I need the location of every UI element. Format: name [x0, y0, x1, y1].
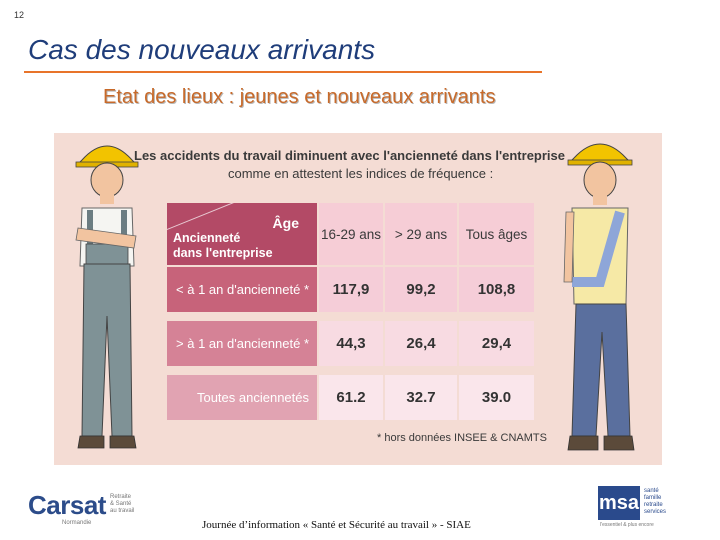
msa-line: retraite — [644, 502, 663, 508]
carsat-side-line: & Santé — [110, 501, 132, 507]
column-header: 16-29 ans — [317, 203, 383, 265]
msa-line: santé — [644, 488, 659, 494]
table-cell: 44,3 — [317, 321, 383, 366]
msa-line: services — [644, 509, 667, 515]
carsat-side-line: Retraite — [110, 494, 132, 500]
table-cell: 117,9 — [317, 267, 383, 312]
table-corner-cell: Âge Ancienneté dans l'entreprise — [167, 203, 317, 265]
table-cell: 99,2 — [383, 267, 457, 312]
carsat-side-line: au travail — [110, 508, 135, 514]
row-label: > à 1 an d'ancienneté * — [167, 321, 317, 366]
title-divider — [24, 71, 542, 73]
table-cell: 32.7 — [383, 375, 457, 420]
row-label: < à 1 an d'ancienneté * — [167, 267, 317, 312]
injured-worker-icon — [563, 143, 635, 451]
carsat-region: Normandie — [62, 520, 92, 526]
slide-number: 12 — [14, 10, 25, 20]
table-cell: 39.0 — [457, 375, 534, 420]
msa-mark: msa — [598, 486, 640, 520]
table-cell: 108,8 — [457, 267, 534, 312]
heading-line-2: comme en attestent les indices de fréque… — [228, 166, 494, 181]
column-header: > 29 ans — [383, 203, 457, 265]
table-row: Toutes anciennetés 61.2 32.7 39.0 — [167, 375, 534, 420]
msa-logo: msa santé famille retraite services l'es… — [596, 486, 680, 530]
corner-seniority-line-1: Ancienneté — [173, 231, 241, 245]
msa-tagline: l'essentiel & plus encore — [600, 522, 654, 528]
footer-text: Journée d’information « Santé et Sécurit… — [202, 519, 471, 531]
table-header: Âge Ancienneté dans l'entreprise 16-29 a… — [167, 203, 534, 265]
table-row: < à 1 an d'ancienneté * 117,9 99,2 108,8 — [167, 267, 534, 312]
row-label: Toutes anciennetés — [167, 375, 317, 420]
column-header: Tous âges — [457, 203, 534, 265]
table-cell: 61.2 — [317, 375, 383, 420]
construction-worker-icon — [75, 145, 139, 449]
carsat-logo: Carsat Retraite & Santé au travail Norma… — [28, 490, 138, 530]
corner-age-label: Âge — [272, 215, 299, 231]
corner-seniority-label: Ancienneté dans l'entreprise — [173, 231, 273, 261]
corner-seniority-line-2: dans l'entreprise — [173, 246, 273, 260]
infographic-heading: Les accidents du travail diminuent avec … — [134, 147, 574, 183]
slide-subtitle: Etat des lieux : jeunes et nouveaux arri… — [103, 86, 496, 108]
heading-line-1: Les accidents du travail diminuent avec … — [134, 148, 565, 163]
table-cell: 29,4 — [457, 321, 534, 366]
msa-text: santé famille retraite services — [644, 488, 666, 516]
slide-title: Cas des nouveaux arrivants — [28, 34, 376, 65]
table-cell: 26,4 — [383, 321, 457, 366]
carsat-brand-text: Carsat — [28, 490, 106, 520]
carsat-side-text: Retraite & Santé au travail — [110, 494, 134, 515]
table-footnote: * hors données INSEE & CNAMTS — [377, 432, 547, 444]
msa-line: famille — [644, 495, 662, 501]
table-row: > à 1 an d'ancienneté * 44,3 26,4 29,4 — [167, 321, 534, 366]
